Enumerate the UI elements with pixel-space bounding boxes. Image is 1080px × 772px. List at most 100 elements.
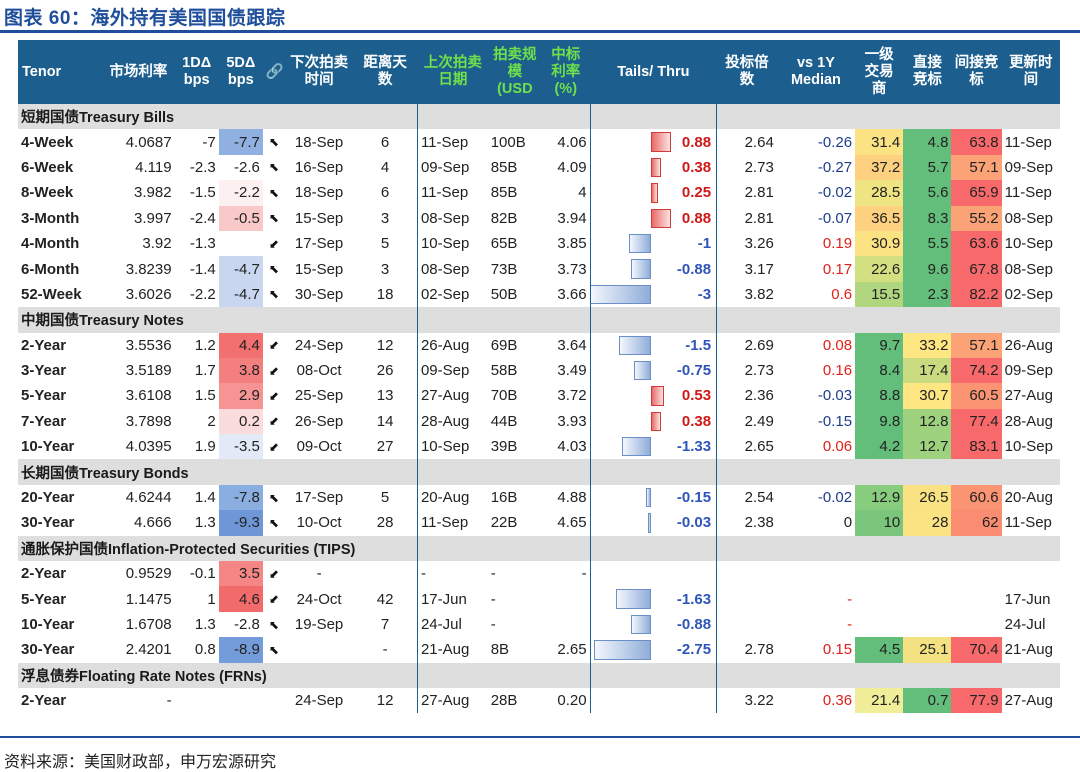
primary-dealer-cell: 12.9 [855, 484, 904, 511]
bid-to-cover-cell: 2.64 [716, 129, 777, 155]
header-row: Tenor 市场利率 1DΔ bps 5DΔ bps 🔗 下次拍卖时间 距离天数… [18, 40, 1060, 104]
table-row: 3-Month 3.997 -2.4 -0.5 ⬉ 15-Sep 3 08-Sep 82B 3.9… [18, 205, 1060, 231]
tail-bar [648, 513, 651, 533]
rate-cell: 1.6708 [125, 616, 172, 633]
trend-arrow-icon: ⬉ [268, 160, 279, 175]
next-auction-cell [285, 637, 353, 662]
bid-to-cover-cell: 2.69 [716, 332, 777, 358]
section-spacer [855, 307, 1060, 333]
tail-bar [650, 157, 661, 178]
tenor-cell: 4-Week [21, 133, 74, 151]
d1-cell: 1.3 [194, 514, 216, 532]
vs1y-cell: 0 [843, 514, 853, 532]
table-row: 7-Year 3.7898 2 0.2 ⬋ 26-Sep 14 28-Aug 44B 3.93 0.… [18, 408, 1060, 435]
next-auction-cell: 30-Sep [294, 285, 344, 303]
trend-arrow-icon: ⬉ [268, 135, 279, 150]
rate-cell: 4.0395 [125, 438, 172, 456]
primary-dealer-cell [855, 611, 904, 638]
tail-value: -1.5 [685, 336, 712, 354]
bid-to-cover-cell: 3.82 [716, 281, 777, 308]
size-cell: 8B [490, 641, 510, 659]
indirect-bid-cell: 77.9 [951, 687, 1002, 714]
trend-arrow-icon: ⬉ [268, 287, 279, 302]
header-days: 距离天数 [353, 40, 418, 104]
tails-cell: 0.88 [589, 129, 717, 155]
updated-cell: 02-Sep [1004, 285, 1053, 303]
bid-rate-cell: 3.93 [557, 412, 587, 430]
vs1y-cell: -0.15 [817, 412, 853, 430]
direct-bid-cell: 26.5 [903, 484, 952, 511]
tails-cell: -1.5 [589, 332, 717, 358]
days-cell [353, 561, 417, 586]
section-spacer [416, 459, 591, 485]
direct-bid-cell: 33.2 [903, 332, 952, 358]
rate-cell: 2.4201 [125, 641, 172, 659]
tail-value: 0.25 [681, 184, 712, 202]
d5-cell: 3.8 [218, 357, 263, 384]
days-cell: 12 [376, 692, 394, 710]
next-auction-cell: 26-Sep [294, 412, 344, 430]
indirect-bid-cell: 83.1 [951, 434, 1002, 460]
tail-value: -0.88 [676, 616, 712, 633]
vs1y-cell: 0.17 [822, 260, 853, 278]
updated-cell: 11-Sep [1004, 514, 1052, 532]
bid-rate-cell: 3.72 [557, 387, 587, 405]
days-cell: 27 [376, 438, 394, 456]
rate-cell: 3.6026 [125, 285, 172, 303]
trend-arrow-icon: ⬋ [268, 592, 279, 607]
tails-cell: 0.53 [589, 383, 717, 409]
trend-arrow-icon: ⬉ [268, 617, 279, 632]
last-auction-cell: 11-Sep [416, 180, 488, 206]
trend-arrow-icon [263, 688, 285, 713]
tenor-cell: 6-Week [21, 158, 74, 176]
days-cell: 13 [376, 387, 394, 405]
bid-rate-cell: 3.66 [557, 285, 587, 303]
size-cell: 100B [490, 133, 526, 151]
direct-bid-cell: 30.7 [903, 383, 952, 409]
d5-cell: -7.8 [218, 484, 263, 511]
bid-to-cover-cell: 2.73 [716, 357, 777, 384]
header-direct: 直接竞标 [903, 40, 952, 104]
updated-cell: 21-Aug [1004, 641, 1053, 659]
section-spacer [716, 662, 856, 688]
section-spacer [416, 307, 591, 333]
rate-cell: 0.9529 [125, 565, 172, 583]
tenor-cell: 30-Year [21, 641, 75, 659]
d5-cell: 3.5 [218, 561, 263, 587]
direct-bid-cell: 0.7 [903, 687, 952, 714]
direct-bid-cell: 12.8 [903, 408, 952, 435]
link-icon: 🔗 [262, 40, 285, 104]
tail-value: 0.53 [681, 387, 712, 405]
indirect-bid-cell [951, 561, 1002, 587]
days-cell: 5 [380, 235, 390, 253]
tails-cell: 0.38 [589, 408, 717, 435]
direct-bid-cell: 8.3 [903, 205, 952, 231]
tails-cell: -0.15 [589, 484, 717, 511]
primary-dealer-cell: 9.7 [855, 332, 904, 358]
table-row: 2-Year 3.5536 1.2 4.4 ⬋ 24-Sep 12 26-Aug 69B 3.64… [18, 332, 1060, 358]
tails-cell: -0.03 [589, 510, 717, 536]
d1-cell: -0.1 [189, 565, 216, 583]
section-spacer [416, 104, 591, 130]
vs1y-cell: 0.16 [822, 362, 853, 380]
table-row: 10-Year 4.0395 1.9 -3.5 ⬋ 09-Oct 27 10-Sep 39B 4.… [18, 434, 1060, 460]
tail-value: -0.75 [676, 362, 712, 380]
days-cell: 3 [380, 260, 390, 278]
days-cell: 28 [376, 514, 394, 532]
rate-cell: 3.982 [134, 184, 172, 202]
direct-bid-cell: 2.3 [903, 281, 952, 308]
rate-cell: 4.0687 [125, 133, 172, 151]
source-note: 资料来源：美国财政部，申万宏源研究 [4, 754, 277, 771]
d1-cell: 0.8 [194, 641, 216, 659]
d1-cell: -1.3 [189, 235, 216, 253]
bid-to-cover-cell: 3.17 [716, 256, 777, 282]
d1-cell: 2 [207, 412, 216, 430]
header-last: 上次拍卖日期 [416, 40, 488, 104]
section-spacer [589, 662, 717, 688]
indirect-bid-cell: 60.6 [951, 484, 1002, 511]
bid-to-cover-cell: 2.78 [716, 637, 777, 663]
updated-cell: 26-Aug [1004, 336, 1053, 354]
tail-bar [591, 284, 651, 305]
tails-cell: -1.33 [589, 434, 717, 460]
tail-bar [628, 233, 651, 254]
